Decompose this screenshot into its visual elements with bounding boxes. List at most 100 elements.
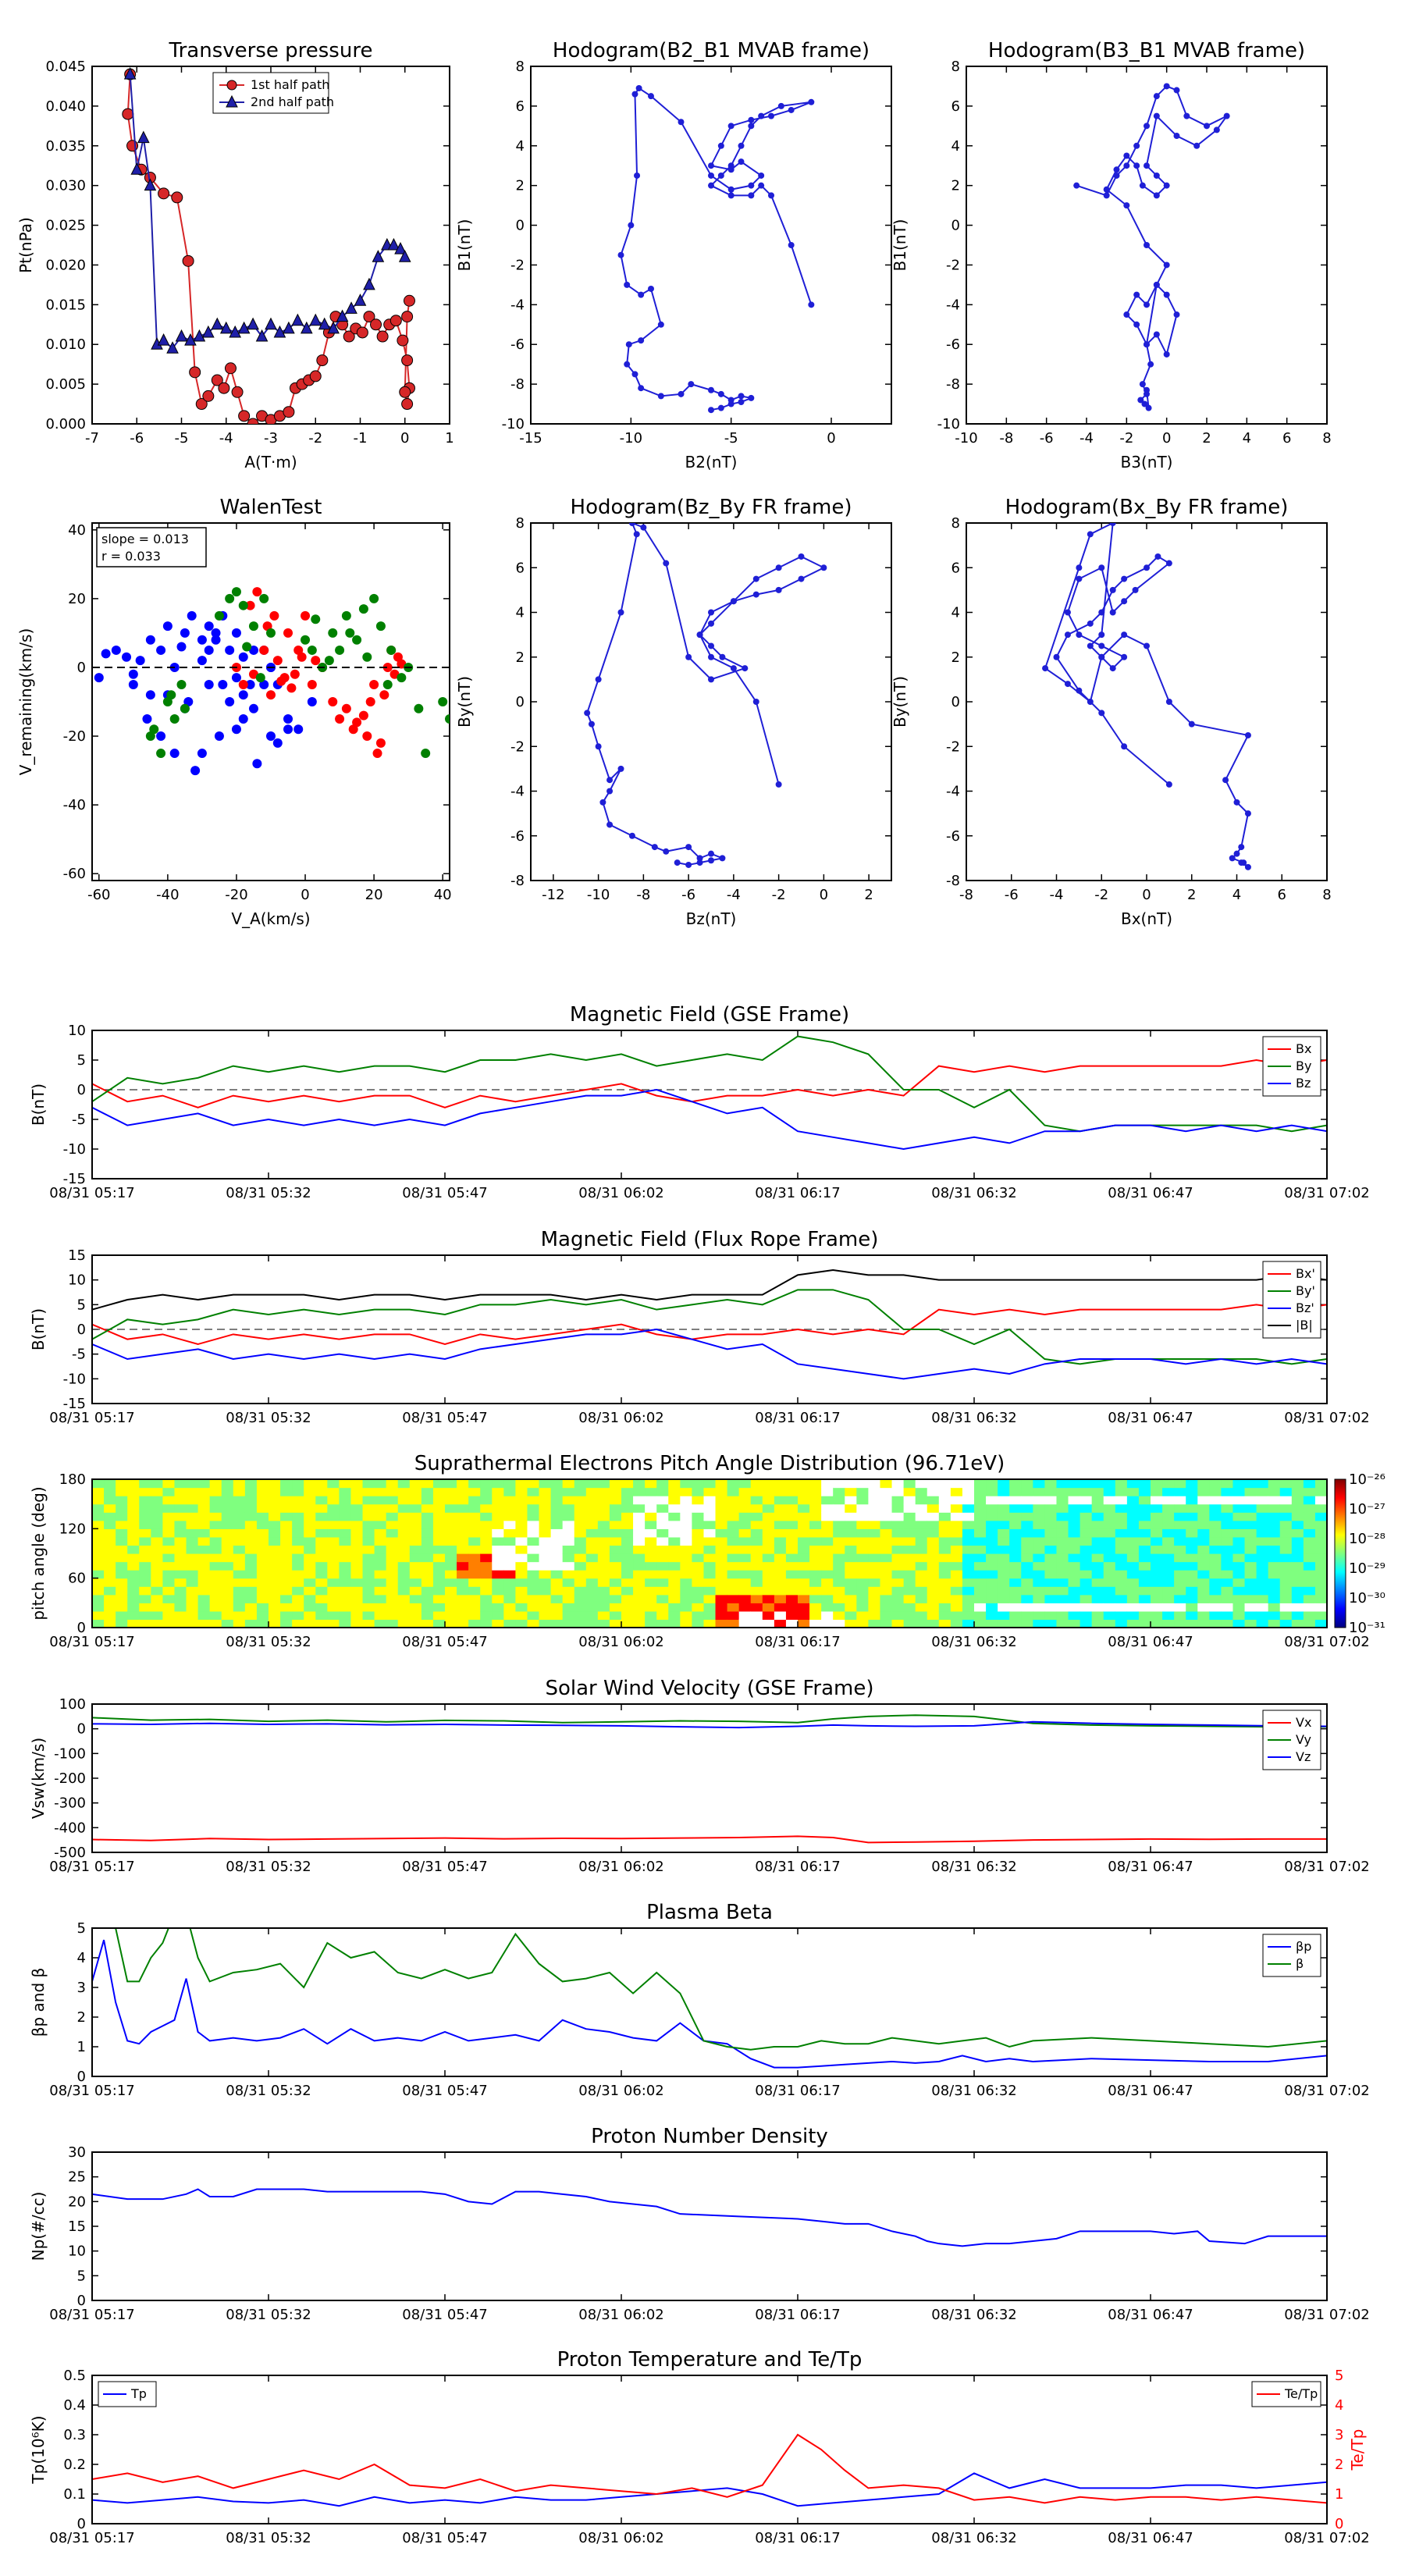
x-tick-label: -60: [87, 887, 110, 903]
data-point: [788, 242, 795, 248]
heatmap-cell: [585, 1619, 599, 1628]
heatmap-cell: [503, 1603, 516, 1612]
heatmap-cell: [397, 1503, 411, 1513]
series-line: [92, 1268, 1327, 1311]
data-point: [372, 749, 382, 759]
data-point: [266, 690, 276, 700]
y-tick-label: 8: [951, 515, 960, 532]
data-point: [1173, 133, 1180, 140]
heatmap-cell: [680, 1610, 692, 1621]
heatmap-cell: [1291, 1570, 1304, 1579]
heatmap-cell: [1197, 1578, 1210, 1587]
heatmap-cell: [585, 1487, 599, 1496]
heatmap-cell: [609, 1496, 622, 1505]
heatmap-cell: [656, 1479, 669, 1489]
data-point: [1238, 844, 1245, 851]
heatmap-cell: [880, 1487, 893, 1496]
heatmap-cell: [680, 1536, 692, 1546]
data-point: [617, 251, 624, 258]
heatmap-cell: [280, 1487, 293, 1496]
heatmap-cell: [92, 1536, 105, 1546]
data-point: [375, 738, 386, 748]
heatmap-cell: [515, 1512, 528, 1521]
heatmap-cell: [562, 1603, 575, 1612]
heatmap-cell: [845, 1503, 857, 1513]
heatmap-cell: [116, 1586, 128, 1596]
heatmap-cell: [233, 1578, 246, 1587]
heatmap-cell: [1068, 1578, 1081, 1587]
heatmap-cell: [845, 1561, 857, 1571]
heatmap-cell: [903, 1619, 916, 1628]
heatmap-cell: [527, 1496, 540, 1505]
heatmap-cell: [1009, 1578, 1022, 1587]
data-point: [1133, 162, 1140, 169]
heatmap-cell: [457, 1528, 469, 1538]
heatmap-cell: [457, 1561, 469, 1571]
heatmap-cell: [585, 1479, 599, 1489]
heatmap-cell: [738, 1570, 752, 1579]
heatmap-cell: [762, 1496, 775, 1505]
heatmap-cell: [1115, 1536, 1128, 1546]
heatmap-cell: [1279, 1578, 1293, 1587]
heatmap-cell: [738, 1545, 752, 1554]
heatmap-cell: [597, 1520, 610, 1529]
heatmap-cell: [798, 1553, 810, 1563]
heatmap-cell: [397, 1487, 411, 1496]
heatmap-cell: [680, 1586, 692, 1596]
y-tick-label: 0: [516, 218, 525, 234]
heatmap-cell: [386, 1512, 399, 1521]
heatmap-cell: [92, 1619, 105, 1628]
heatmap-cell: [738, 1496, 752, 1505]
y-tick-label: 5: [77, 1920, 86, 1937]
heatmap-cell: [339, 1512, 352, 1521]
heatmap-cell: [1303, 1561, 1316, 1571]
y-tick-label: 2: [516, 649, 525, 666]
heatmap-cell: [703, 1603, 717, 1612]
heatmap-cell: [186, 1619, 199, 1628]
heatmap-cell: [974, 1561, 987, 1571]
heatmap-cell: [1103, 1578, 1116, 1587]
heatmap-cell: [492, 1570, 504, 1579]
heatmap-cell: [727, 1536, 740, 1546]
heatmap-cell: [280, 1578, 293, 1587]
heatmap-cell: [1033, 1545, 1045, 1554]
heatmap-cell: [1303, 1520, 1316, 1529]
data-point: [238, 652, 248, 662]
heatmap-cell: [656, 1545, 669, 1554]
heatmap-cell: [92, 1545, 105, 1554]
heatmap-cell: [727, 1512, 740, 1521]
y-tick-label: 4: [516, 605, 525, 621]
data-point: [142, 714, 152, 724]
heatmap-cell: [480, 1528, 493, 1538]
heatmap-cell: [856, 1520, 869, 1529]
plot-area: [92, 2188, 1327, 2247]
data-point: [397, 673, 407, 683]
heatmap-cell: [197, 1487, 211, 1496]
heatmap-cell: [151, 1570, 163, 1579]
heatmap-cell: [1197, 1603, 1210, 1612]
heatmap-cell: [645, 1520, 657, 1529]
heatmap-cell: [174, 1545, 187, 1554]
heatmap-cell: [880, 1536, 893, 1546]
heatmap-cell: [1021, 1586, 1033, 1596]
heatmap-cell: [880, 1603, 893, 1612]
heatmap-cell: [1197, 1512, 1210, 1521]
heatmap-cell: [1197, 1479, 1210, 1489]
heatmap-cell: [974, 1520, 987, 1529]
heatmap-cell: [821, 1545, 834, 1554]
data-point: [633, 531, 640, 538]
chart-beta: 08/31 05:17 08/31 05:32 08/31 05:47 08/31 0…: [29, 1901, 1370, 2099]
heatmap-cell: [527, 1561, 540, 1571]
heatmap-cell: [386, 1479, 399, 1489]
heatmap-cell: [1197, 1545, 1210, 1554]
data-point: [798, 553, 805, 560]
heatmap-cell: [1162, 1619, 1175, 1628]
heatmap-cell: [1162, 1561, 1175, 1571]
heatmap-cell: [1174, 1578, 1186, 1587]
data-point: [309, 313, 322, 326]
heatmap-cell: [1303, 1487, 1316, 1496]
heatmap-cell: [891, 1520, 905, 1529]
heatmap-cell: [1174, 1553, 1186, 1563]
heatmap-cell: [539, 1536, 552, 1546]
heatmap-cell: [468, 1610, 481, 1621]
